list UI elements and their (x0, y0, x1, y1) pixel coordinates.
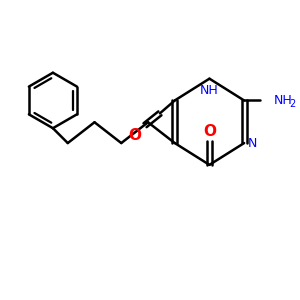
Text: NH: NH (274, 94, 292, 107)
Text: O: O (203, 124, 216, 139)
Text: N: N (248, 136, 257, 150)
Text: NH: NH (200, 84, 219, 97)
Text: 2: 2 (290, 99, 296, 110)
Text: O: O (129, 128, 142, 142)
